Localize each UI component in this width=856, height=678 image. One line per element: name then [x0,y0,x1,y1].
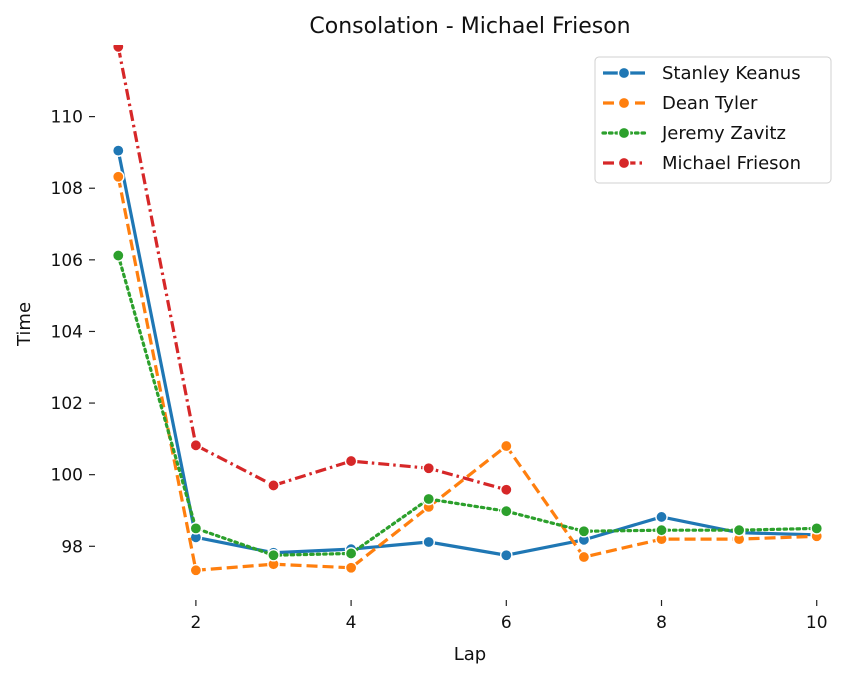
y-tick-label-6: 110 [51,108,83,128]
x-tick-label-3: 8 [656,613,667,633]
series-3-point-0 [111,45,125,54]
series-2-point-8 [732,523,746,537]
series-3-point-1 [189,439,203,452]
series-layer [111,45,824,577]
x-axis-label: Lap [454,644,486,665]
series-2-point-5 [500,504,513,518]
y-axis-label: Time [14,302,35,347]
series-0 [111,144,824,562]
legend-marker-3 [617,156,631,170]
series-3-point-2 [267,479,280,492]
x-tick-label-4: 10 [806,613,828,633]
series-2-point-9 [810,522,824,535]
x-tick-label-0: 2 [190,613,201,633]
y-tick-label-3: 104 [51,322,83,342]
series-1-point-6 [577,550,591,564]
series-1-point-1 [189,563,203,577]
x-axis: 2 4 6 8 10 [190,600,828,633]
series-1-point-5 [500,439,513,453]
x-tick-label-1: 4 [346,613,357,633]
legend-label-1: Dean Tyler [662,93,758,114]
x-tick-label-2: 6 [501,613,512,633]
series-line-0 [116,150,817,557]
legend-label-2: Jeremy Zavitz [661,123,786,144]
series-3-point-3 [344,454,358,468]
series-0-point-0 [111,144,125,157]
legend-entry-2: Jeremy Zavitz [601,123,786,144]
y-axis: 98 100 102 104 106 108 110 [51,108,95,557]
series-2-point-7 [655,523,668,537]
series-1-point-3 [344,561,358,575]
y-tick-label-2: 102 [51,394,83,414]
series-1 [111,170,824,577]
series-line-2 [116,253,819,557]
series-3-point-4 [422,461,435,475]
series-2-point-4 [422,492,435,506]
series-1-point-0 [111,170,125,184]
series-2 [111,249,824,562]
series-3 [111,45,513,497]
legend: Stanley Keanus Dean Tyler Jeremy Zavitz Mic… [594,56,832,184]
series-0-point-5 [500,548,513,562]
legend-frame [594,56,832,184]
y-tick-label-1: 100 [51,466,83,486]
series-line-1 [116,176,817,572]
legend-marker-2 [617,126,631,140]
series-3-point-5 [500,483,513,497]
series-2-point-1 [189,522,203,535]
series-0-point-4 [422,535,435,549]
series-2-point-3 [344,547,358,560]
legend-marker-1 [617,96,631,110]
legend-entry-0: Stanley Keanus [603,63,801,84]
series-line-3 [116,46,507,492]
legend-entry-3: Michael Frieson [603,153,801,174]
y-tick-label-0: 98 [61,537,83,557]
legend-label-0: Stanley Keanus [662,63,801,84]
y-tick-label-5: 108 [51,179,83,199]
series-2-point-6 [577,524,591,538]
legend-label-3: Michael Frieson [662,153,801,174]
chart-title: Consolation - Michael Frieson [309,14,630,39]
legend-marker-0 [617,66,631,80]
series-0-point-7 [655,510,668,524]
legend-entry-1: Dean Tyler [603,93,758,114]
series-2-point-0 [111,249,125,262]
y-tick-label-4: 106 [51,251,83,271]
series-2-point-2 [267,548,280,562]
